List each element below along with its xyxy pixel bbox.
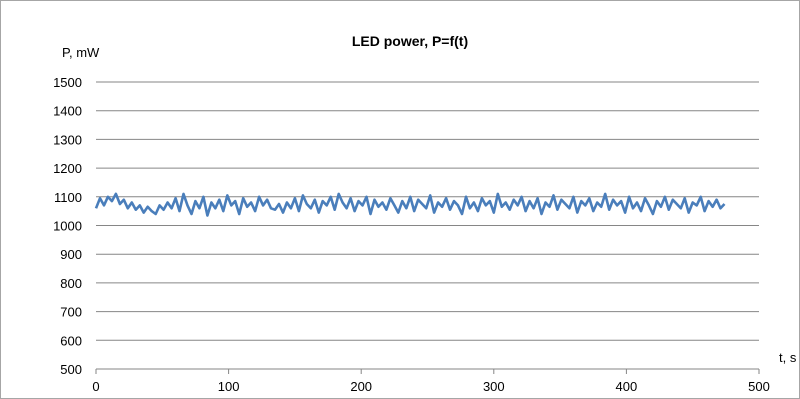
y-tick-label: 1300	[53, 132, 82, 147]
y-tick-label: 500	[60, 362, 82, 377]
y-tick-label: 800	[60, 276, 82, 291]
x-axis-label: t, s	[779, 350, 797, 365]
y-tick-label: 1400	[53, 104, 82, 119]
x-tick-label: 300	[483, 379, 505, 394]
x-tick-label: 400	[616, 379, 638, 394]
y-axis-label: P, mW	[62, 45, 100, 60]
x-tick-label: 100	[218, 379, 240, 394]
x-tick-label: 0	[92, 379, 99, 394]
y-tick-label: 900	[60, 247, 82, 262]
series-line	[94, 192, 726, 217]
chart-title: LED power, P=f(t)	[352, 33, 468, 49]
y-tick-label: 600	[60, 333, 82, 348]
gridlines	[95, 81, 760, 374]
series-layer	[94, 192, 726, 217]
y-tick-label: 1100	[54, 190, 82, 205]
tick-labels: 500 600 700 800 900 1000 1100 1200 1300 1400 1500 0…	[53, 75, 770, 394]
x-tick-label: 200	[350, 379, 372, 394]
x-tick-label: 500	[748, 379, 770, 394]
y-tick-label: 700	[60, 305, 82, 320]
y-tick-label: 1500	[53, 75, 82, 90]
y-tick-label: 1000	[53, 219, 82, 234]
y-tick-label: 1200	[53, 161, 82, 176]
